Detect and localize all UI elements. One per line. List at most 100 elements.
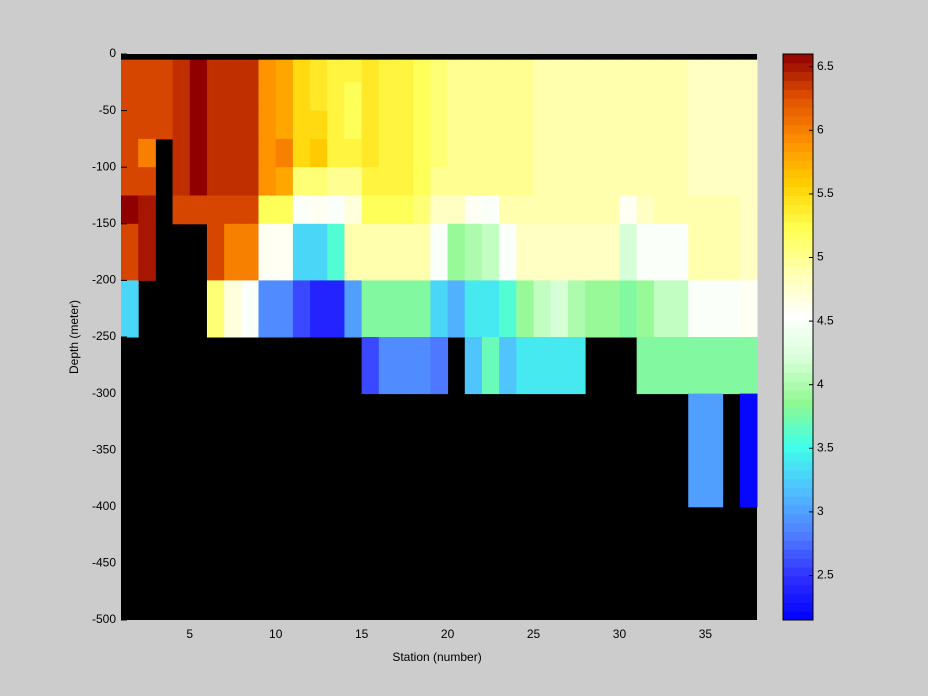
colorbar-swatch (783, 513, 813, 524)
heatmap-cell (241, 223, 260, 281)
heatmap-cell (258, 59, 277, 83)
heatmap-cell (121, 138, 139, 168)
heatmap-cell (121, 223, 139, 281)
heatmap-cell (206, 110, 225, 140)
heatmap-cell (206, 223, 225, 281)
heatmap-cell (722, 223, 741, 281)
heatmap-cell (705, 138, 724, 168)
heatmap-cell (653, 138, 672, 168)
heatmap-cell (722, 337, 741, 395)
heatmap-cell (619, 223, 638, 281)
heatmap-cell (292, 59, 311, 83)
heatmap-cell (241, 110, 260, 140)
heatmap-cell (688, 450, 706, 508)
heatmap-cell (361, 167, 380, 196)
heatmap-cell (172, 167, 191, 196)
heatmap-cell (602, 280, 620, 338)
colorbar-swatch (783, 372, 813, 382)
heatmap-cell (464, 337, 483, 395)
heatmap-cell (396, 195, 414, 225)
heatmap-cell (224, 59, 242, 83)
colorbar-swatch (783, 248, 813, 258)
heatmap-cell (224, 138, 242, 168)
heatmap-cell (310, 110, 328, 140)
colorbar-swatch (783, 266, 813, 276)
heatmap-cell (310, 280, 328, 338)
y-tick-label: -450 (92, 556, 116, 570)
heatmap-cell (241, 138, 260, 168)
heatmap-cell (481, 167, 500, 196)
heatmap-cell (705, 82, 724, 112)
colorbar-swatch (783, 142, 813, 152)
colorbar-swatch (783, 345, 813, 356)
heatmap-cell (653, 59, 672, 83)
heatmap-cell (636, 195, 655, 225)
heatmap-cell (533, 195, 552, 225)
heatmap-cell (413, 138, 431, 168)
colorbar-tick-label: 6 (817, 122, 824, 136)
heatmap-cell (206, 59, 225, 83)
colorbar-swatch (783, 80, 813, 90)
heatmap-cell (172, 59, 191, 83)
heatmap-cell (688, 337, 706, 395)
heatmap-cell (705, 223, 724, 281)
heatmap-cell (121, 280, 139, 338)
colorbar-swatch (783, 275, 813, 285)
colorbar-swatch (783, 434, 813, 444)
heatmap-cell (705, 110, 724, 140)
heatmap-cell (516, 59, 535, 83)
y-tick-label: -250 (92, 329, 116, 343)
colorbar-tick-label: 5.5 (817, 186, 834, 200)
heatmap-cell (602, 195, 620, 225)
heatmap-cell (585, 195, 603, 225)
heatmap-cell (671, 195, 689, 225)
colorbar-swatch (783, 213, 813, 223)
heatmap-cell (516, 167, 535, 196)
heatmap-cell (378, 280, 397, 338)
heatmap-cell (671, 337, 689, 395)
heatmap-cell (636, 167, 655, 196)
heatmap-cell (688, 110, 706, 140)
heatmap-cell (241, 82, 260, 112)
heatmap-cell (705, 59, 724, 83)
heatmap-cell (447, 223, 466, 281)
heatmap-cell (241, 195, 260, 225)
heatmap-cell (499, 195, 517, 225)
colorbar-swatch (783, 71, 813, 82)
heatmap-cell (722, 280, 741, 338)
heatmap-cell (533, 82, 552, 112)
heatmap-cell (172, 82, 191, 112)
colorbar-swatch (783, 390, 813, 400)
heatmap-cell (722, 195, 741, 225)
y-tick-label: -500 (92, 612, 116, 626)
heatmap-cell (636, 223, 655, 281)
heatmap-cell (275, 138, 294, 168)
heatmap-cell (550, 223, 569, 281)
heatmap-cell (705, 195, 724, 225)
heatmap-cell (602, 167, 620, 196)
heatmap-cell (258, 167, 277, 196)
colorbar-swatch (783, 425, 813, 435)
colorbar-swatch (783, 566, 813, 577)
heatmap-cell (275, 167, 294, 196)
heatmap-cell (327, 110, 345, 140)
heatmap-cell (310, 223, 328, 281)
heatmap-cell (310, 59, 328, 83)
heatmap-cell (206, 195, 225, 225)
heatmap-cell (327, 59, 345, 83)
heatmap-cell (653, 82, 672, 112)
heatmap-cell (138, 110, 156, 140)
heatmap-cell (705, 450, 724, 508)
heatmap-cell (567, 280, 586, 338)
heatmap-cell (430, 195, 449, 225)
heatmap-cell (739, 450, 758, 508)
heatmap-cell (396, 280, 414, 338)
heatmap-cell (447, 138, 466, 168)
heatmap-cell (533, 223, 552, 281)
heatmap-cell (688, 223, 706, 281)
colorbar-swatch (783, 239, 813, 250)
y-tick-label: -400 (92, 499, 116, 513)
colorbar-swatch (783, 469, 813, 479)
colorbar-swatch (783, 222, 813, 232)
heatmap-cell (189, 59, 208, 83)
